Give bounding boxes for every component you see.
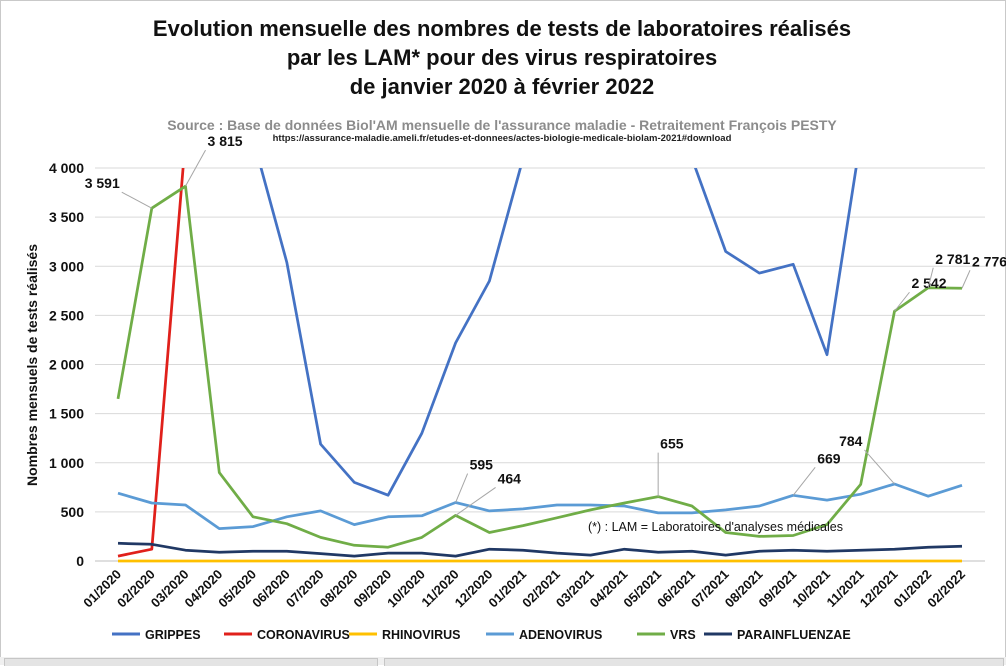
series-lines: [116, 168, 963, 563]
data-label: 655: [660, 436, 684, 452]
x-tick-label: 10/2020: [384, 567, 428, 611]
y-tick-label: 1 000: [49, 455, 84, 471]
legend-label-parainfluenzae: PARAINFLUENZAE: [737, 628, 851, 642]
x-tick-label: 10/2021: [789, 567, 833, 611]
footnote: (*) : LAM = Laboratoires d'analyses médi…: [588, 520, 843, 534]
data-label: 2 781: [935, 251, 970, 267]
data-label: 2 776: [972, 253, 1006, 269]
series-line-grippes: [259, 168, 858, 497]
data-label-leader: [792, 466, 816, 496]
y-tick-label: 500: [61, 504, 85, 520]
series-line-parainfluenzae: [117, 541, 963, 558]
legend-label-coronavirus: CORONAVIRUS: [257, 628, 350, 642]
source-url: https://assurance-maladie.ameli.fr/etude…: [272, 133, 732, 144]
title-line-1: Evolution mensuelle des nombres de tests…: [152, 16, 852, 41]
data-label-leader: [121, 191, 152, 209]
legend-label-grippes: GRIPPES: [145, 628, 201, 642]
chart-source: Source : Base de données Biol'AM mensuel…: [167, 117, 837, 133]
data-label-leader: [927, 267, 934, 288]
data-label: 464: [498, 470, 522, 486]
y-tick-label: 4 000: [49, 160, 84, 176]
legend-label-rhinovirus: RHINOVIRUS: [382, 628, 460, 642]
legend: GRIPPES CORONAVIRUS RHINOVIRUS ADENOVIRUS VR…: [112, 628, 851, 642]
series-line-vrs: [116, 184, 963, 549]
data-label-leader: [455, 473, 469, 503]
title-line-2: par les LAM* pour des virus respiratoire…: [286, 45, 718, 70]
y-axis-label: Nombres mensuels de tests réalisés: [24, 244, 40, 486]
data-label: 669: [817, 450, 841, 466]
x-tick-label: 02/2022: [924, 567, 968, 611]
y-tick-label: 3 500: [49, 209, 84, 225]
series-line-adenovirus: [117, 482, 963, 530]
data-label-leader: [185, 149, 206, 187]
y-tick-label: 3 000: [49, 258, 84, 274]
legend-label-adenovirus: ADENOVIRUS: [519, 628, 602, 642]
data-label: 784: [839, 433, 863, 449]
legend-label-vrs: VRS: [670, 628, 696, 642]
data-label-leader: [864, 449, 895, 485]
chart-title: Evolution mensuelle des nombres de tests…: [0, 14, 1004, 101]
title-line-3: de janvier 2020 à février 2022: [349, 74, 655, 99]
y-tick-label: 1 500: [49, 406, 84, 422]
y-tick-label: 0: [76, 553, 84, 569]
x-axis-tick-labels: 01/202002/202003/202004/202005/202006/20…: [80, 567, 968, 611]
sheet-scroll-left[interactable]: [4, 658, 378, 666]
data-label-leader: [961, 270, 971, 289]
data-label: 595: [470, 457, 494, 473]
data-label-leader: [455, 487, 496, 516]
y-tick-label: 2 500: [49, 307, 84, 323]
series-line-coronavirus: [117, 168, 185, 558]
data-label: 3 815: [208, 133, 243, 149]
sheet-scroll-right[interactable]: [384, 658, 1004, 666]
data-label-leader: [894, 291, 910, 312]
gridlines: [95, 167, 985, 562]
y-tick-label: 2 000: [49, 357, 84, 373]
data-label: 3 591: [85, 175, 120, 191]
y-axis-tick-labels: 0 500 1 000 1 500 2 000 2 500 3 000 3 500 4 000: [49, 160, 84, 569]
